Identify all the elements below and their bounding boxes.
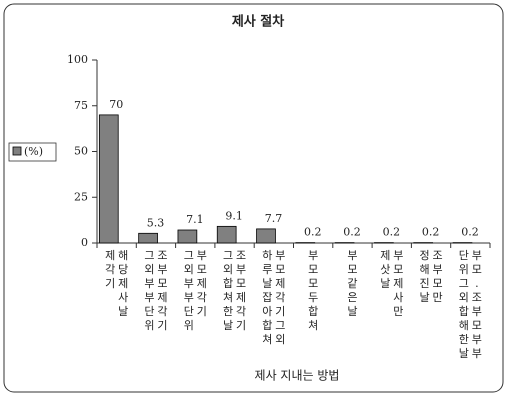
value-label: 0.2: [304, 226, 322, 239]
legend-label: (%): [24, 145, 43, 158]
value-label: 70: [109, 98, 123, 111]
x-axis-label: 제사 지내는 방법: [255, 369, 340, 383]
frame: [3, 3, 504, 393]
value-label: 0.2: [383, 226, 401, 239]
x-tick-label: 해 당 제 사 날제 각 기: [105, 248, 128, 318]
value-label: 0.2: [343, 226, 361, 239]
chart-title: 제사 절차: [232, 14, 284, 30]
legend-box: [8, 142, 57, 162]
y-tick-label: 0: [81, 236, 88, 249]
bar: [98, 114, 119, 244]
x-tick-label: 부 모 제 각 기 그 외하 루 날 잡 아 합 쳐: [262, 248, 285, 346]
x-tick-label: 부 모. 조 부 모 부 부단 위 그 외 합 해 한 날: [459, 249, 482, 360]
bar: [216, 225, 237, 244]
x-tick-label: 부 모 제 각 기그 외 부 부 단 위: [184, 249, 207, 332]
bar: [177, 229, 198, 244]
value-label: 0.2: [461, 226, 479, 239]
value-label: 7.7: [265, 212, 283, 225]
value-label: 9.1: [225, 209, 243, 222]
x-tick-label: 조 부 모 제 각 기그 외 부 부 단 위: [144, 249, 167, 332]
y-tick-label: 25: [74, 190, 88, 203]
y-tick-label: 75: [74, 99, 88, 112]
value-label: 0.2: [422, 226, 440, 239]
x-tick-label: 조 부 모 제 각 기그 외 합 쳐 한 날: [223, 249, 246, 332]
legend-swatch: [12, 146, 22, 156]
value-label: 5.3: [147, 216, 165, 229]
value-label: 7.1: [186, 213, 204, 226]
y-tick-label: 100: [67, 53, 88, 66]
x-tick-label: 부 모 제 사 만제 삿 날: [380, 249, 403, 318]
bar: [138, 232, 158, 244]
y-tick-label: 50: [74, 145, 88, 158]
x-tick-label: 조 부 모 만정 해 진 날: [419, 249, 442, 304]
bar: [256, 228, 276, 244]
